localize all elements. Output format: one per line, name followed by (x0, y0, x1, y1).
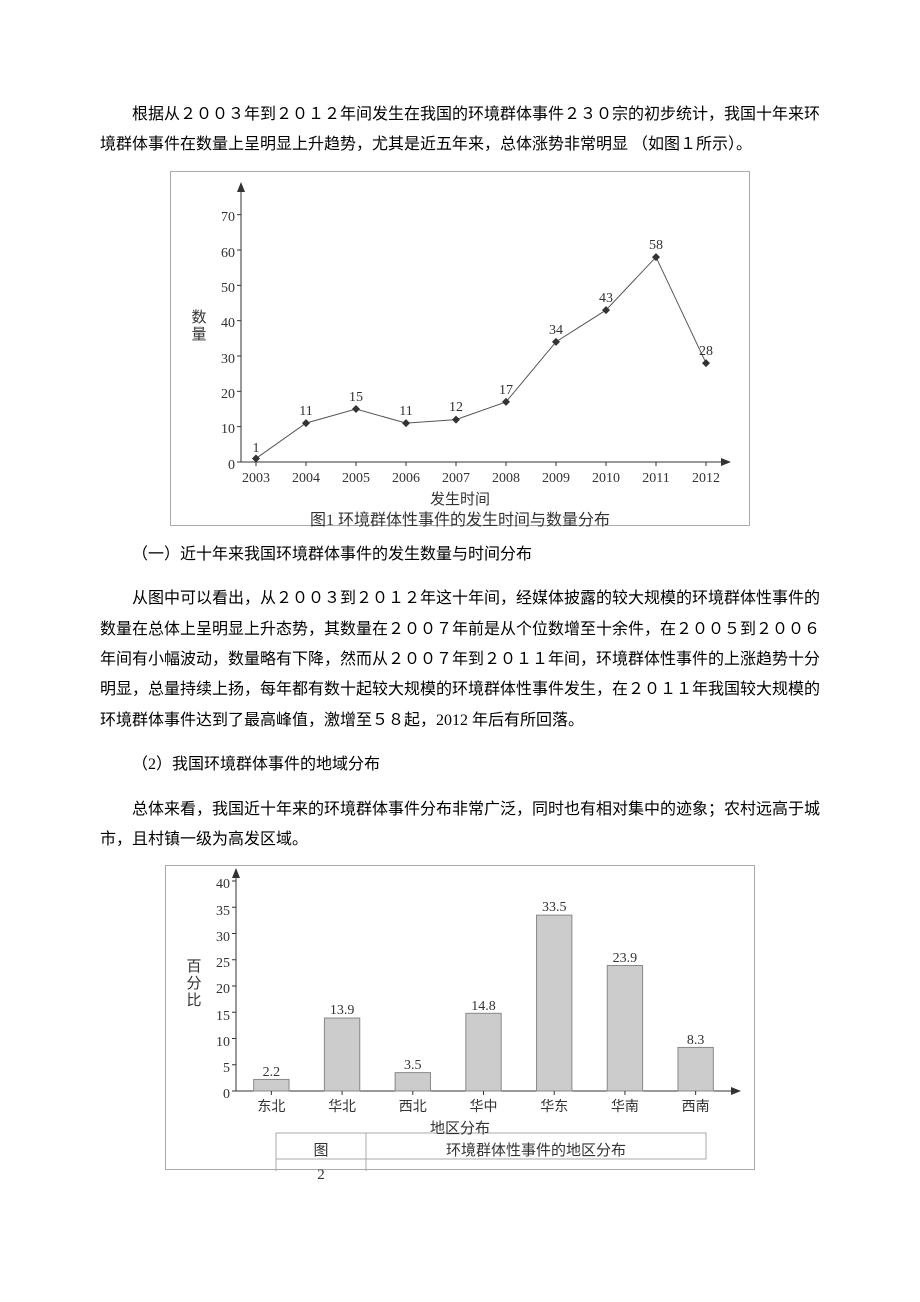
chart2-y-tick-5: 5 (204, 1056, 230, 1083)
chart1-value-8: 58 (649, 233, 663, 260)
chart1-value-2: 15 (349, 385, 363, 412)
chart2-value-0: 2.2 (263, 1060, 281, 1087)
chart1-y-tick-70: 70 (207, 205, 235, 232)
chart1-y-tick-20: 20 (207, 382, 235, 409)
chart2-value-6: 8.3 (687, 1028, 705, 1055)
paragraph-intro: 根据从２００３年到２０１２年间发生在我国的环境群体事件２３０宗的初步统计，我国十… (100, 100, 820, 161)
chart2-title-main: 环境群体性事件的地区分布 (366, 1137, 706, 1166)
chart1-value-1: 11 (299, 399, 312, 426)
chart1-value-6: 34 (549, 318, 563, 345)
chart2-y-tick-0: 0 (204, 1082, 230, 1109)
chart2-y-tick-20: 20 (204, 977, 230, 1004)
chart2-y-tick-10: 10 (204, 1030, 230, 1057)
paragraph-region-intro: 总体来看，我国近十年来的环境群体事件分布非常广泛，同时也有相对集中的迹象；农村远… (100, 795, 820, 856)
section2-title: （2）我国环境群体事件的地域分布 (100, 750, 820, 780)
chart2-value-4: 33.5 (542, 895, 567, 922)
chart2-y-tick-30: 30 (204, 925, 230, 952)
chart2-y-axis-label: 百分比 (178, 958, 207, 1009)
chart1-y-tick-50: 50 (207, 276, 235, 303)
chart1-value-9: 28 (699, 339, 713, 366)
chart1-y-tick-10: 10 (207, 417, 235, 444)
chart2-y-tick-40: 40 (204, 872, 230, 899)
paragraph-analysis: 从图中可以看出，从２００３到２０１２年这十年间，经媒体披露的较大规模的环境群体性… (100, 584, 820, 736)
chart1-value-7: 43 (599, 286, 613, 313)
chart2-y-tick-25: 25 (204, 951, 230, 978)
section1-title: （一）近十年来我国环境群体事件的发生数量与时间分布 (100, 540, 820, 570)
chart1-y-axis-label: 数量 (183, 309, 212, 343)
chart2-value-2: 3.5 (404, 1053, 422, 1080)
chart2-y-tick-15: 15 (204, 1004, 230, 1031)
chart2-title-prefix-2: 2 (276, 1161, 366, 1190)
chart1-value-3: 11 (399, 399, 412, 426)
chart1-value-0: 1 (253, 436, 260, 463)
chart2-container: 0510152025303540东北2.2华北13.9西北3.5华中14.8华东… (165, 865, 755, 1170)
chart2-value-5: 23.9 (613, 946, 638, 973)
chart1-y-tick-0: 0 (207, 453, 235, 480)
chart1-value-5: 17 (499, 378, 513, 405)
chart2-value-3: 14.8 (471, 994, 496, 1021)
chart1-value-4: 12 (449, 395, 463, 422)
chart1-container: 0102030405060702003200420052006200720082… (170, 171, 750, 526)
chart1-y-tick-30: 30 (207, 347, 235, 374)
chart1-y-tick-60: 60 (207, 241, 235, 268)
chart2-value-1: 13.9 (330, 998, 355, 1025)
chart2-y-tick-35: 35 (204, 899, 230, 926)
chart1-title: 图1 环境群体性事件的发生时间与数量分布 (171, 506, 749, 536)
